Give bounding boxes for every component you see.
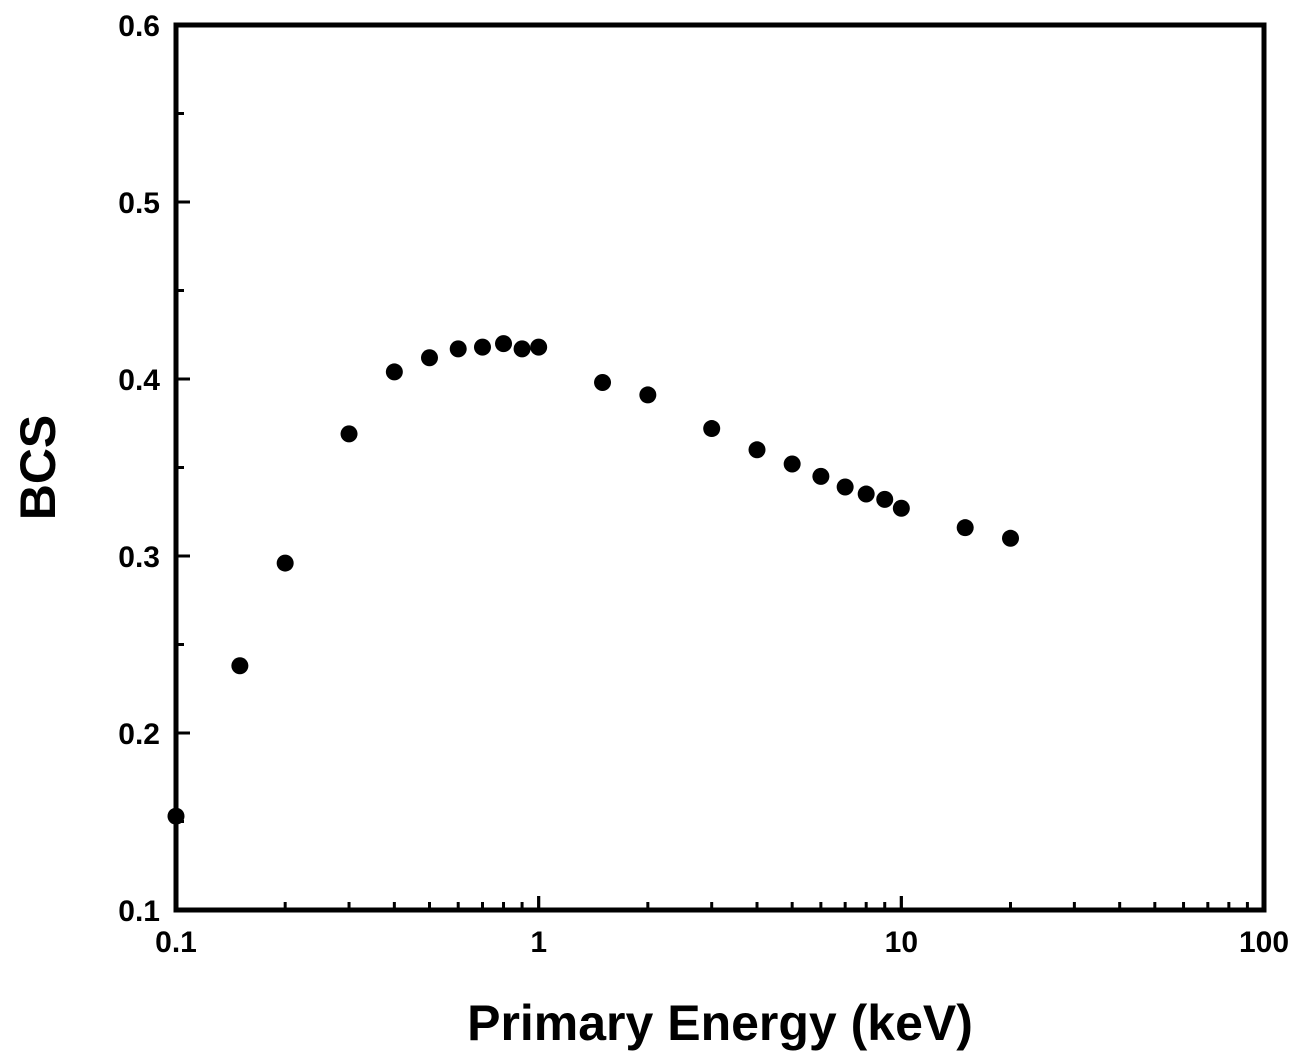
y-tick-label: 0.1: [118, 895, 160, 928]
y-tick-label: 0.5: [118, 187, 160, 220]
y-axis-title: BCS: [10, 415, 66, 521]
data-point: [594, 374, 612, 392]
data-point: [876, 490, 894, 508]
data-point: [473, 338, 491, 356]
data-point: [639, 386, 657, 404]
data-point: [748, 441, 766, 459]
data-point: [812, 467, 830, 485]
data-point: [1002, 529, 1020, 547]
tick-labels-layer: 0.1 1 10 100 0.1 0.2 0.3 0.4 0.5 0.6: [118, 10, 1289, 959]
data-point: [385, 363, 403, 381]
y-tick-label: 0.2: [118, 718, 160, 751]
data-point: [836, 478, 854, 496]
data-point: [703, 420, 721, 438]
data-point: [892, 499, 910, 517]
x-tick-label: 100: [1239, 926, 1289, 959]
data-point: [783, 455, 801, 473]
x-tick-label: 0.1: [155, 926, 197, 959]
data-point: [513, 340, 531, 358]
data-point: [340, 425, 358, 443]
data-point: [857, 485, 875, 503]
data-point: [495, 335, 513, 353]
data-point: [276, 554, 294, 572]
data-point: [420, 349, 438, 367]
data-point: [956, 519, 974, 537]
y-tick-label: 0.4: [118, 364, 160, 397]
x-tick-label: 10: [885, 926, 918, 959]
data-point: [231, 657, 249, 675]
y-tick-label: 0.6: [118, 10, 160, 43]
data-points-layer: [167, 335, 1020, 825]
y-tick-label: 0.3: [118, 541, 160, 574]
x-tick-label: 1: [530, 926, 547, 959]
data-point: [449, 340, 467, 358]
plot-frame: [173, 22, 1267, 913]
x-axis-title: Primary Energy (keV): [467, 995, 973, 1051]
data-point: [530, 338, 548, 356]
ticks-layer: [174, 23, 1266, 912]
